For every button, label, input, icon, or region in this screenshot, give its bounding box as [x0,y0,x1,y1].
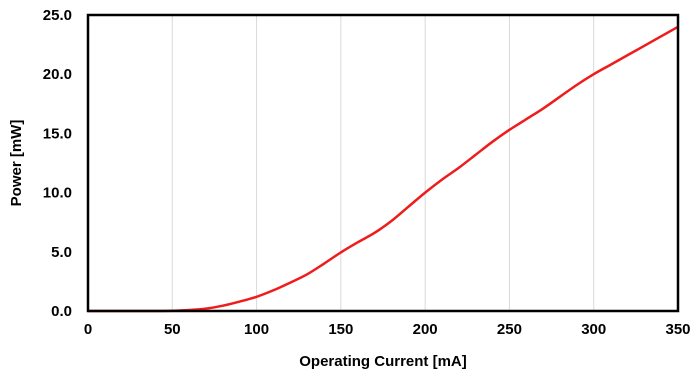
x-tick-label: 250 [497,321,522,338]
power-series-line [88,25,679,313]
x-axis-title: Operating Current [mA] [299,353,467,370]
y-tick-label: 5.0 [51,244,72,261]
y-axis-title: Power [mW] [8,120,25,207]
series-layer [88,25,679,313]
x-tick-label: 350 [665,321,690,338]
gridlines [171,15,595,311]
y-tick-label: 0.0 [51,303,72,320]
x-tick-label: 100 [244,321,269,338]
tick-labels: 0 50 100 150 200 250 300 350 0.0 5.0 10.0 15.0 20.0 2… [43,7,691,338]
x-tick-label: 0 [84,321,92,338]
x-tick-label: 200 [413,321,438,338]
y-tick-label: 20.0 [43,66,72,83]
x-tick-label: 50 [164,321,181,338]
y-tick-label: 25.0 [43,7,72,24]
plot-area-frame [86,13,680,313]
y-tick-label: 10.0 [43,185,72,202]
y-tick-label: 15.0 [43,125,72,142]
x-tick-label: 150 [328,321,353,338]
x-tick-label: 300 [581,321,606,338]
